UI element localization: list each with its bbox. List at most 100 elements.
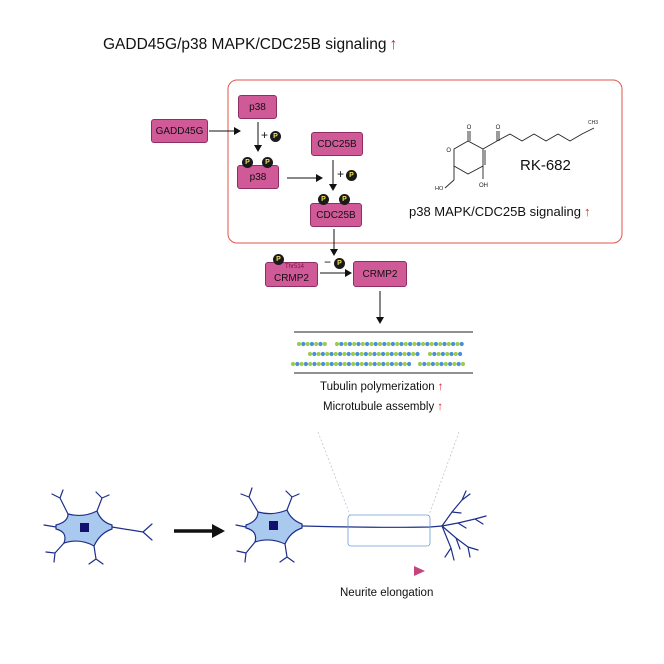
zoom-guide-left xyxy=(317,431,351,516)
thr514-site-label: Thr514 xyxy=(285,264,305,270)
tubulin-dimer xyxy=(372,351,377,357)
tubulin-dimer xyxy=(364,361,369,367)
tubulin-dimer xyxy=(347,341,352,347)
tubulin-polymerization-line: Tubulin polymerization ↑ xyxy=(320,381,443,393)
cdc25b-phospho-label: CDC25B xyxy=(316,209,356,221)
tubulin-dimer xyxy=(309,341,314,347)
phosphate-icon-cdc25b-right: P xyxy=(339,194,350,205)
tubulin-dimer xyxy=(460,361,466,367)
crmp2-box: CRMP2 xyxy=(353,261,407,287)
tubulin-dimer xyxy=(406,351,411,357)
tubulin-dimer xyxy=(442,341,447,347)
tubulin-dimer xyxy=(351,361,356,367)
phosphate-icon-cdc25b-left: P xyxy=(318,194,329,205)
tubulin-dimer xyxy=(299,361,304,367)
tubulin-dimer xyxy=(312,351,317,357)
box-caption-text: p38 MAPK/CDC25B signaling xyxy=(409,204,581,219)
up-arrow-icon: ↑ xyxy=(389,36,398,53)
plus-sign-p38: + xyxy=(261,128,269,142)
zoom-region xyxy=(347,514,431,547)
tubulin-dots xyxy=(290,341,466,367)
tubulin-dimer xyxy=(338,361,343,367)
tubulin-dimer xyxy=(377,341,383,347)
neurite-elongation-label: Neurite elongation xyxy=(340,587,434,599)
tubulin-dimer xyxy=(303,361,308,367)
tubulin-dimer xyxy=(356,341,361,347)
tubulin-dimer xyxy=(446,341,451,347)
tubulin-dimer xyxy=(420,341,426,347)
tubulin-dimer xyxy=(376,361,382,367)
tubulin-dimer xyxy=(305,341,310,347)
tubulin-dimer xyxy=(334,341,340,347)
rk682-structure xyxy=(444,127,595,189)
tubulin-dimer xyxy=(456,361,461,367)
tubulin-dimer xyxy=(320,351,325,357)
rk682-atom-o-carbonyl: O xyxy=(467,125,472,131)
tubulin-dimer xyxy=(429,341,434,347)
tubulin-dimer xyxy=(343,341,348,347)
tubulin-dimer xyxy=(352,341,357,347)
tubulin-dimer xyxy=(412,341,417,347)
phosphate-icon-p38-step: P xyxy=(270,131,281,142)
tubulin-dimer xyxy=(312,361,317,367)
p38-phospho-box: p38 xyxy=(237,165,279,189)
rk682-atom-o-acyl: O xyxy=(496,125,501,131)
tubulin-dimer xyxy=(398,361,403,367)
tubulin-dimer xyxy=(368,361,373,367)
tubulin-dimer xyxy=(329,351,334,357)
signaling-region xyxy=(227,79,623,244)
tubulin-dimer xyxy=(455,341,460,347)
tubulin-dimer xyxy=(339,341,344,347)
tubulin-dimer xyxy=(389,361,394,367)
tubulin-dimer xyxy=(453,351,458,357)
tubulin-dimer xyxy=(439,361,444,367)
tubulin-dimer xyxy=(435,361,440,367)
tubulin-dimer xyxy=(443,361,448,367)
crmp2-phospho-box: CRMP2 xyxy=(265,262,318,287)
tubulin-dimer xyxy=(350,351,356,357)
cdc25b-label: CDC25B xyxy=(317,138,357,150)
neuron-before xyxy=(43,489,153,565)
tubulin-up-arrow-icon: ↑ xyxy=(437,381,444,393)
tubulin-dimer xyxy=(422,361,427,367)
phosphate-icon-p38-left: P xyxy=(242,157,253,168)
tubulin-dimer xyxy=(427,351,433,357)
microtubule-assembly-text: Microtubule assembly xyxy=(323,401,435,413)
tubulin-dimer xyxy=(359,361,364,367)
tubulin-dimer xyxy=(393,351,399,357)
tubulin-dimer xyxy=(426,361,431,367)
phosphate-icon-p38-right: P xyxy=(262,157,273,168)
tubulin-dimer xyxy=(363,351,368,357)
minus-sign-crmp2: − xyxy=(324,255,332,269)
tubulin-dimer xyxy=(448,361,453,367)
tubulin-dimer xyxy=(355,351,360,357)
tubulin-dimer xyxy=(385,351,390,357)
tubulin-dimer xyxy=(399,341,404,347)
rk682-atom-oh: OH xyxy=(479,183,488,189)
zoom-guide-right xyxy=(428,431,460,516)
tubulin-dimer xyxy=(416,341,421,347)
tubulin-dimer xyxy=(411,351,416,357)
tubulin-dimer xyxy=(368,351,373,357)
cdc25b-phospho-box: CDC25B xyxy=(310,203,362,227)
box-caption-up-arrow-icon: ↑ xyxy=(583,204,591,219)
rk682-atom-ch3: CH3 xyxy=(588,120,598,126)
crmp2-phospho-label: CRMP2 xyxy=(273,272,309,284)
tubulin-dimer xyxy=(355,361,360,367)
tubulin-dimer xyxy=(360,341,365,347)
tubulin-dimer xyxy=(338,351,343,357)
tubulin-dimer xyxy=(373,341,378,347)
tubulin-dimer xyxy=(458,351,463,357)
tubulin-dimer xyxy=(342,361,347,367)
tubulin-dimer xyxy=(402,351,407,357)
tubulin-dimer xyxy=(407,361,412,367)
tubulin-dimer xyxy=(296,341,302,347)
tubulin-dimer xyxy=(385,361,390,367)
tubulin-dimer xyxy=(432,351,437,357)
tubulin-dimer xyxy=(301,341,306,347)
rk682-name: RK-682 xyxy=(520,157,571,174)
gadd45g-label: GADD45G xyxy=(155,125,204,137)
neuron-before-nucleus xyxy=(80,523,89,532)
tubulin-dimer xyxy=(346,351,351,357)
tubulin-dimer xyxy=(445,351,450,357)
